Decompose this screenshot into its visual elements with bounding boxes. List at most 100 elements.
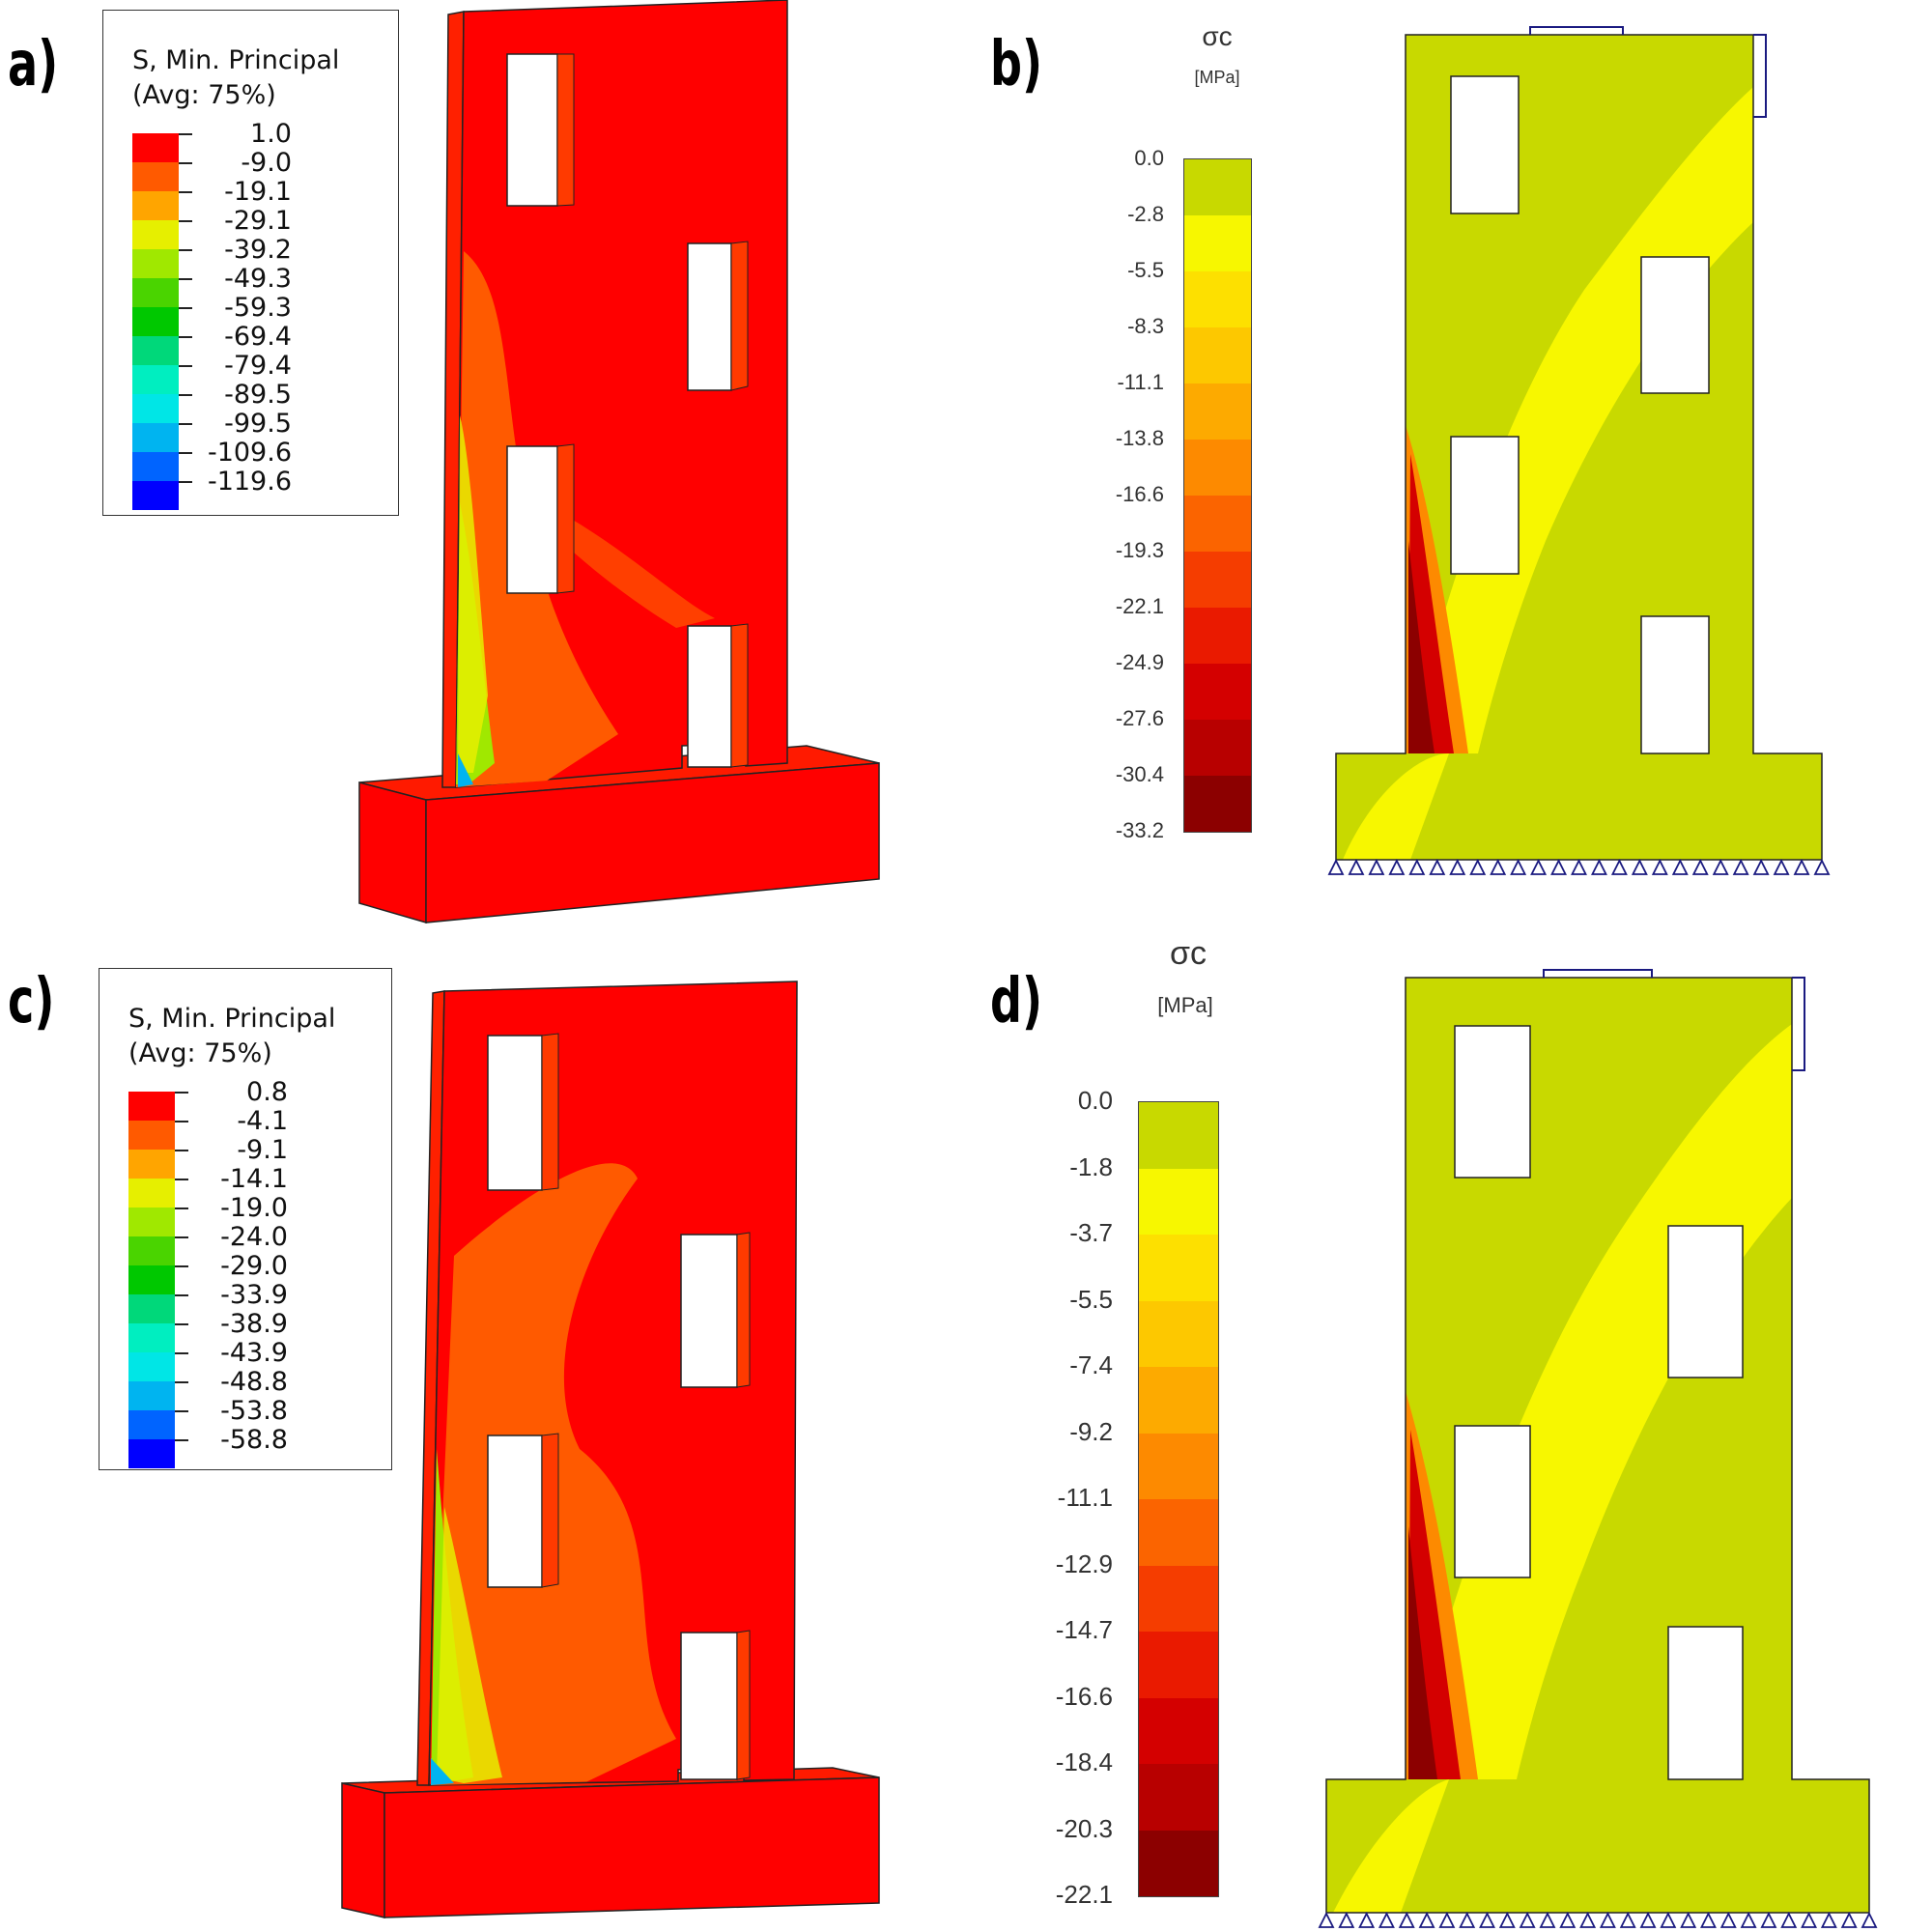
legend-tick <box>179 452 192 454</box>
support-triangle <box>1358 1911 1376 1928</box>
base-top-c <box>341 1767 880 1794</box>
support-triangle <box>1801 1911 1818 1928</box>
legend-tick <box>175 1092 188 1094</box>
legend-c-subtitle: (Avg: 75%) <box>128 1038 272 1068</box>
opening-b-3 <box>1450 436 1520 575</box>
stress-zone-darkred-b <box>1408 541 1435 753</box>
legend-tick <box>179 481 192 483</box>
scale-color-band <box>1184 159 1251 215</box>
panel-label-d: d) <box>990 966 1043 1037</box>
support-triangle <box>1490 858 1507 875</box>
support-triangle <box>1793 858 1810 875</box>
panel-label-b: b) <box>990 29 1043 100</box>
legend-value-label: -39.2 <box>224 235 292 265</box>
stress-zone-green-a <box>456 502 495 784</box>
support-triangle <box>1719 1911 1737 1928</box>
stress-zone-green-c <box>431 1449 473 1785</box>
scale-value-label: -16.6 <box>1115 481 1164 506</box>
support-triangle <box>1498 1911 1516 1928</box>
scale-bar-frame <box>1138 1101 1219 1897</box>
support-triangle <box>1368 858 1385 875</box>
legend-value-label: -19.1 <box>224 177 292 207</box>
stress-zone-yellow-c <box>437 1507 502 1783</box>
scale-value-label: -1.8 <box>1069 1151 1113 1181</box>
support-triangle <box>1378 1911 1395 1928</box>
legend-color-band <box>128 1352 175 1381</box>
support-triangle <box>1840 1911 1858 1928</box>
legend-color-band <box>128 1150 175 1179</box>
support-triangle <box>1610 858 1628 875</box>
support-triangle <box>1408 858 1426 875</box>
scale-color-band <box>1184 496 1251 552</box>
scale-value-label: -18.4 <box>1055 1747 1113 1777</box>
wall-face-a <box>455 0 788 788</box>
support-triangle <box>1619 1911 1636 1928</box>
legend-value-label: -4.1 <box>237 1106 288 1136</box>
scale-b-unit: [MPa] <box>1194 68 1240 87</box>
support-triangle <box>1539 1911 1556 1928</box>
scale-value-label: -33.2 <box>1115 817 1164 842</box>
scale-value-label: -24.9 <box>1115 649 1164 674</box>
legend-color-band <box>132 365 179 394</box>
support-triangle <box>1438 1911 1456 1928</box>
opening-c-3 <box>487 1435 543 1588</box>
legend-value-label: 0.8 <box>246 1077 288 1107</box>
support-triangle <box>1398 1911 1415 1928</box>
legend-tick <box>175 1179 188 1180</box>
opening-b-4 <box>1640 615 1710 754</box>
support-triangle <box>1631 858 1648 875</box>
support-triangle <box>1820 1911 1837 1928</box>
scale-value-label: -5.5 <box>1127 257 1164 282</box>
stress-zone-cyan-a <box>458 753 473 787</box>
legend-tick <box>179 278 192 280</box>
load-plate-side-b <box>1753 34 1767 118</box>
scale-color-band <box>1184 215 1251 271</box>
scale-value-label: -5.5 <box>1069 1284 1113 1314</box>
base-front-c <box>341 1782 385 1918</box>
scale-bar-frame <box>1183 158 1252 833</box>
scale-color-band <box>1139 1632 1218 1698</box>
legend-tick <box>175 1352 188 1354</box>
load-plate-top-b <box>1529 26 1624 35</box>
legend-a-subtitle: (Avg: 75%) <box>132 80 276 110</box>
scale-color-band <box>1139 1433 1218 1499</box>
legend-value-label: 1.0 <box>250 119 292 149</box>
support-triangle <box>1773 858 1790 875</box>
wall-d-body <box>1326 978 1869 1913</box>
legend-color-band <box>128 1294 175 1323</box>
supports-d <box>1318 1911 1878 1928</box>
wall-face-c <box>428 980 798 1786</box>
scale-value-label: -22.1 <box>1115 593 1164 618</box>
support-triangle <box>1599 1911 1616 1928</box>
support-triangle <box>1429 858 1446 875</box>
stress-zone-red-b <box>1408 454 1454 753</box>
scale-color-band <box>1184 384 1251 440</box>
scale-color-band <box>1184 327 1251 384</box>
support-triangle <box>1559 1911 1577 1928</box>
stress-zone-yellow-d <box>1406 1024 1792 1779</box>
scale-color-band <box>1139 1102 1218 1169</box>
legend-value-label: -119.6 <box>207 467 292 497</box>
legend-value-label: -99.5 <box>224 409 292 439</box>
opening-d-1 <box>1454 1025 1531 1179</box>
legend-tick <box>175 1439 188 1441</box>
opening-c-2 <box>680 1234 738 1388</box>
opening-a-3 <box>506 445 558 594</box>
legend-color-band <box>132 220 179 249</box>
legend-color-band <box>132 133 179 162</box>
legend-color-band <box>132 307 179 336</box>
legend-tick <box>179 220 192 222</box>
opening-a-2 <box>687 242 732 391</box>
support-triangle <box>1469 858 1487 875</box>
support-triangle <box>1680 1911 1697 1928</box>
legend-color-band <box>132 336 179 365</box>
support-triangle <box>1740 1911 1757 1928</box>
support-triangle <box>1479 1911 1495 1928</box>
support-triangle <box>1519 1911 1536 1928</box>
support-triangle <box>1510 858 1527 875</box>
scale-value-label: -12.9 <box>1055 1548 1113 1578</box>
opening-a-1 <box>506 53 558 207</box>
legend-color-band <box>128 1323 175 1352</box>
panel-label-c: c) <box>8 966 55 1037</box>
legend-color-band <box>132 191 179 220</box>
